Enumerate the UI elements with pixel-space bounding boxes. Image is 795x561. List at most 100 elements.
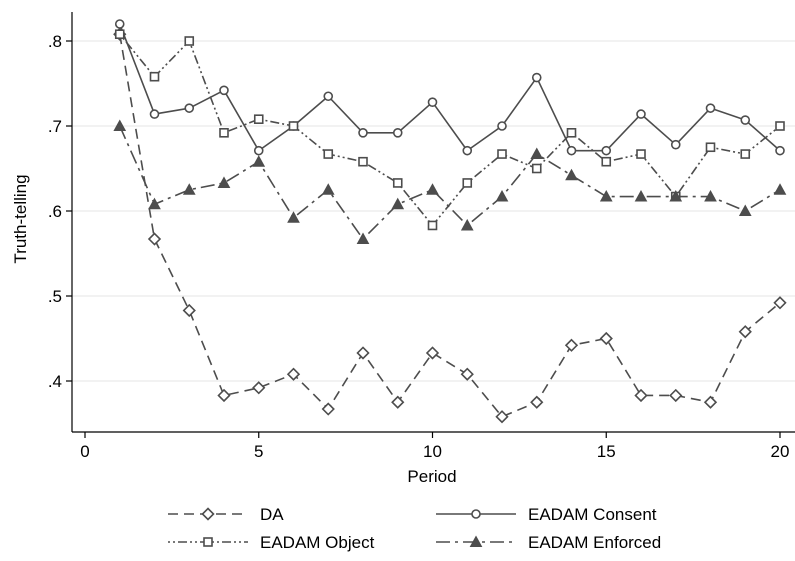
y-axis-title: Truth-telling <box>11 174 30 263</box>
data-point-eadam-consent <box>670 139 681 150</box>
data-point-eadam-enforced <box>356 232 370 245</box>
data-point-eadam-enforced <box>565 168 578 181</box>
data-point-eadam-enforced <box>738 204 752 216</box>
data-point-eadam-object <box>149 71 160 82</box>
data-point-da <box>425 346 440 360</box>
data-point-eadam-enforced <box>634 190 648 202</box>
data-point-da <box>634 388 648 403</box>
data-point-eadam-enforced <box>704 190 717 202</box>
y-tick-label: .7 <box>48 117 62 136</box>
series-line-eadam-enforced <box>119 125 781 240</box>
data-point-eadam-enforced <box>391 197 405 210</box>
data-point-da <box>530 395 544 409</box>
legend-item-eadam-enforced: EADAM Enforced <box>436 533 661 552</box>
data-point-eadam-consent <box>392 128 403 138</box>
data-point-eadam-enforced <box>287 211 300 223</box>
series-line-eadam-object <box>119 33 781 227</box>
data-point-eadam-consent <box>323 91 334 102</box>
data-point-eadam-consent <box>114 19 125 29</box>
data-point-eadam-enforced <box>252 155 266 167</box>
legend-label: EADAM Object <box>260 533 375 552</box>
data-point-eadam-object <box>566 128 577 138</box>
legend-item-eadam-object: EADAM Object <box>168 533 375 552</box>
series-eadam-enforced <box>113 119 787 245</box>
data-point-eadam-consent <box>358 128 368 138</box>
data-point-eadam-consent <box>566 145 577 156</box>
data-point-eadam-enforced <box>113 119 127 131</box>
data-point-eadam-enforced <box>217 176 231 188</box>
data-point-eadam-object <box>775 121 785 131</box>
y-tick-label: .5 <box>48 287 62 306</box>
data-point-eadam-enforced <box>321 183 335 195</box>
legend: DA EADAM Consent EADAM Object EADAM Enforce… <box>168 505 661 552</box>
legend-item-da: DA <box>168 505 284 524</box>
series-eadam-object <box>114 29 785 231</box>
data-point-eadam-object <box>323 149 334 159</box>
data-point-eadam-consent <box>462 145 473 156</box>
data-point-eadam-consent <box>740 115 751 125</box>
legend-label: DA <box>260 505 284 524</box>
data-point-da <box>356 346 370 360</box>
data-point-eadam-consent <box>531 72 542 83</box>
series-line-eadam-consent <box>119 23 781 152</box>
data-point-da <box>703 395 718 409</box>
data-point-eadam-consent <box>184 103 195 113</box>
data-point-eadam-object <box>705 142 716 153</box>
data-point-eadam-consent <box>775 145 785 156</box>
data-point-da <box>495 410 509 424</box>
data-point-eadam-consent <box>601 145 612 156</box>
series-group <box>113 19 787 424</box>
data-point-eadam-object <box>427 220 438 231</box>
data-point-eadam-enforced <box>530 147 544 160</box>
data-point-eadam-enforced <box>426 183 439 195</box>
data-point-eadam-consent <box>427 97 438 107</box>
data-point-da <box>564 338 579 352</box>
y-tick-label: .4 <box>48 372 62 391</box>
data-point-da <box>217 388 231 403</box>
data-point-da <box>738 325 752 339</box>
data-point-da <box>391 395 405 409</box>
legend-marker <box>203 537 213 547</box>
data-point-eadam-enforced <box>773 183 787 195</box>
x-axis-title: Period <box>407 467 456 486</box>
data-point-da <box>147 232 162 246</box>
data-point-da <box>321 402 335 416</box>
y-tick-label: .8 <box>48 32 62 51</box>
data-point-eadam-consent <box>219 85 229 96</box>
data-point-eadam-consent <box>149 109 160 119</box>
data-point-da <box>286 367 301 381</box>
data-point-da <box>669 388 683 403</box>
legend-marker <box>471 509 481 519</box>
data-point-eadam-object <box>462 178 473 188</box>
x-tick-label: 5 <box>254 442 263 461</box>
y-tick-label: .6 <box>48 202 62 221</box>
x-tick-label: 10 <box>423 442 442 461</box>
data-point-eadam-enforced <box>148 197 161 210</box>
data-point-eadam-consent <box>253 145 264 156</box>
data-point-eadam-enforced <box>495 190 509 202</box>
data-point-eadam-object <box>497 149 507 159</box>
data-point-eadam-object <box>740 149 751 159</box>
series-line-da <box>118 34 781 418</box>
data-point-eadam-object <box>531 163 542 174</box>
data-point-da <box>182 303 196 318</box>
x-tick-label: 0 <box>80 442 89 461</box>
series-da <box>113 27 787 424</box>
legend-item-eadam-consent: EADAM Consent <box>436 505 657 524</box>
data-point-eadam-object <box>288 121 299 131</box>
data-point-eadam-consent <box>497 121 507 131</box>
data-point-eadam-object <box>601 156 612 167</box>
data-point-eadam-object <box>358 156 368 167</box>
x-tick-label: 15 <box>597 442 616 461</box>
data-point-eadam-object <box>184 36 195 46</box>
legend-marker <box>469 535 483 547</box>
legend-label: EADAM Enforced <box>528 533 661 552</box>
data-point-eadam-object <box>219 128 229 138</box>
data-point-eadam-enforced <box>669 190 683 202</box>
data-point-da <box>252 381 266 395</box>
data-point-eadam-object <box>636 149 646 159</box>
data-point-eadam-object <box>392 178 403 188</box>
legend-marker <box>201 507 215 521</box>
data-point-da <box>599 331 613 346</box>
